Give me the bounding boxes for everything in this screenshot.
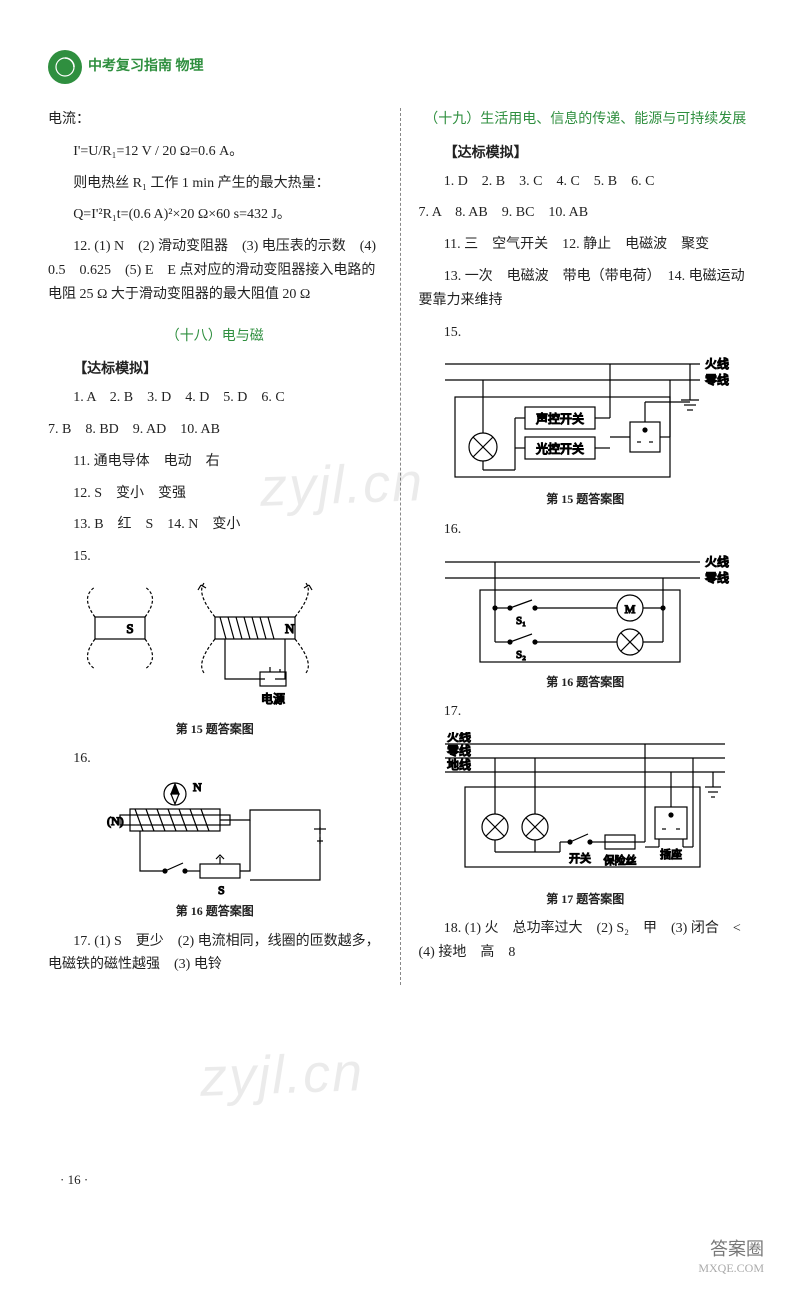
right-fig-16-svg: 火线 零线 S₁ S₂	[435, 550, 735, 670]
label-neutral-16: 零线	[705, 571, 729, 585]
label-socket-17: 插座	[660, 847, 682, 861]
ans-19-6: 16.	[419, 518, 753, 542]
left-column: 电流： I'=U/R₁=12 V / 20 Ω=0.6 A。 则电热丝 R₁ 工…	[48, 108, 382, 985]
left-fig-15-svg: S N	[75, 577, 355, 717]
right-fig-17-svg: 火线 零线 地线	[435, 732, 735, 887]
left-figure-16: N (N)	[48, 779, 382, 921]
label-live-15: 火线	[705, 357, 729, 371]
label-sound: 声控开关	[536, 412, 584, 426]
right-figure-15: 火线 零线	[419, 352, 753, 509]
content-columns: 电流： I'=U/R₁=12 V / 20 Ω=0.6 A。 则电热丝 R₁ 工…	[48, 108, 752, 985]
label-source: 电源	[261, 692, 285, 706]
label-N-top: N	[193, 780, 202, 794]
watermark-2: zyjl.cn	[198, 1027, 365, 1124]
section-19-title: （十九）生活用电、信息的传递、能源与可持续发展	[419, 108, 753, 132]
dabiao-left: 【达标模拟】	[48, 358, 382, 382]
formula-current: I'=U/R₁=12 V / 20 Ω=0.6 A。	[48, 140, 382, 164]
label-switch-17: 开关	[569, 851, 591, 865]
label-S-bottom: S	[218, 883, 225, 897]
left-figure-15: S N	[48, 577, 382, 739]
right-figure-17: 火线 零线 地线	[419, 732, 753, 909]
section-18-title: （十八）电与磁	[48, 325, 382, 349]
label-N: N	[285, 621, 295, 636]
label-fuse-17: 保险丝	[604, 853, 637, 867]
label-s1: S₁	[516, 615, 526, 627]
q12-text: 12. (1) N (2) 滑动变阻器 (3) 电压表的示数 (4) 0.5 0…	[48, 235, 382, 306]
label-s2: S₂	[516, 649, 526, 661]
left-fig-16-caption: 第 16 题答案图	[48, 901, 382, 921]
ans-19-2: 7. A 8. AB 9. BC 10. AB	[419, 201, 753, 225]
ans-18-6: 15.	[48, 545, 382, 569]
header-logo-icon	[48, 50, 82, 84]
right-figure-16: 火线 零线 S₁ S₂	[419, 550, 753, 692]
ans-19-1: 1. D 2. B 3. C 4. C 5. B 6. C	[419, 170, 753, 194]
right-fig-17-caption: 第 17 题答案图	[419, 889, 753, 909]
label-neutral-17: 零线	[447, 744, 471, 758]
footer-domain: MXQE.COM	[698, 1261, 764, 1275]
left-fig-15-caption: 第 15 题答案图	[48, 719, 382, 739]
ans-18-8: 17. (1) S 更少 (2) 电流相同，线圈的匝数越多，电磁铁的磁性越强 (…	[48, 930, 382, 978]
footer-logo: 答案圈	[698, 1239, 764, 1261]
page-number: · 16 ·	[60, 1169, 88, 1191]
ans-18-2: 7. B 8. BD 9. AD 10. AB	[48, 418, 382, 442]
label-m: M	[625, 602, 636, 616]
right-fig-16-caption: 第 16 题答案图	[419, 672, 753, 692]
left-fig-16-svg: N (N)	[80, 779, 350, 899]
label-live-17: 火线	[447, 732, 471, 744]
header-title: 中考复习指南 物理	[88, 55, 204, 79]
label-live-16: 火线	[705, 555, 729, 569]
column-divider	[400, 108, 401, 985]
label-light: 光控开关	[536, 442, 584, 456]
page: 中考复习指南 物理 电流： I'=U/R₁=12 V / 20 Ω=0.6 A。…	[0, 0, 800, 1311]
label-S: S	[126, 621, 133, 636]
ans-18-5: 13. B 红 S 14. N 变小	[48, 513, 382, 537]
label-neutral-15: 零线	[705, 373, 729, 387]
ans-19-7: 17.	[419, 700, 753, 724]
page-footer: 答案圈 MXQE.COM	[698, 1239, 764, 1275]
right-column: （十九）生活用电、信息的传递、能源与可持续发展 【达标模拟】 1. D 2. B…	[419, 108, 753, 985]
label-ground-17: 地线	[447, 758, 471, 772]
ans-19-3: 11. 三 空气开关 12. 静止 电磁波 聚变	[419, 233, 753, 257]
ans-19-5: 15.	[419, 321, 753, 345]
ans-18-3: 11. 通电导体 电动 右	[48, 450, 382, 474]
page-header: 中考复习指南 物理	[48, 50, 752, 84]
label-N2: (N)	[107, 814, 124, 828]
ans-18-4: 12. S 变小 变强	[48, 482, 382, 506]
heat-line: 则电热丝 R₁ 工作 1 min 产生的最大热量：	[48, 172, 382, 196]
heat-formula: Q=I'²R₁t=(0.6 A)²×20 Ω×60 s=432 J。	[48, 203, 382, 227]
ans-18-7: 16.	[48, 747, 382, 771]
right-fig-15-caption: 第 15 题答案图	[419, 489, 753, 509]
dabiao-right: 【达标模拟】	[419, 142, 753, 166]
right-fig-15-svg: 火线 零线	[435, 352, 735, 487]
intro-line: 电流：	[48, 108, 382, 132]
ans-19-4: 13. 一次 电磁波 带电（带电荷） 14. 电磁运动要靠力来维持	[419, 265, 753, 313]
ans-18-1: 1. A 2. B 3. D 4. D 5. D 6. C	[48, 386, 382, 410]
ans-19-8: 18. (1) 火 总功率过大 (2) S₂ 甲 (3) 闭合 < (4) 接地…	[419, 917, 753, 965]
